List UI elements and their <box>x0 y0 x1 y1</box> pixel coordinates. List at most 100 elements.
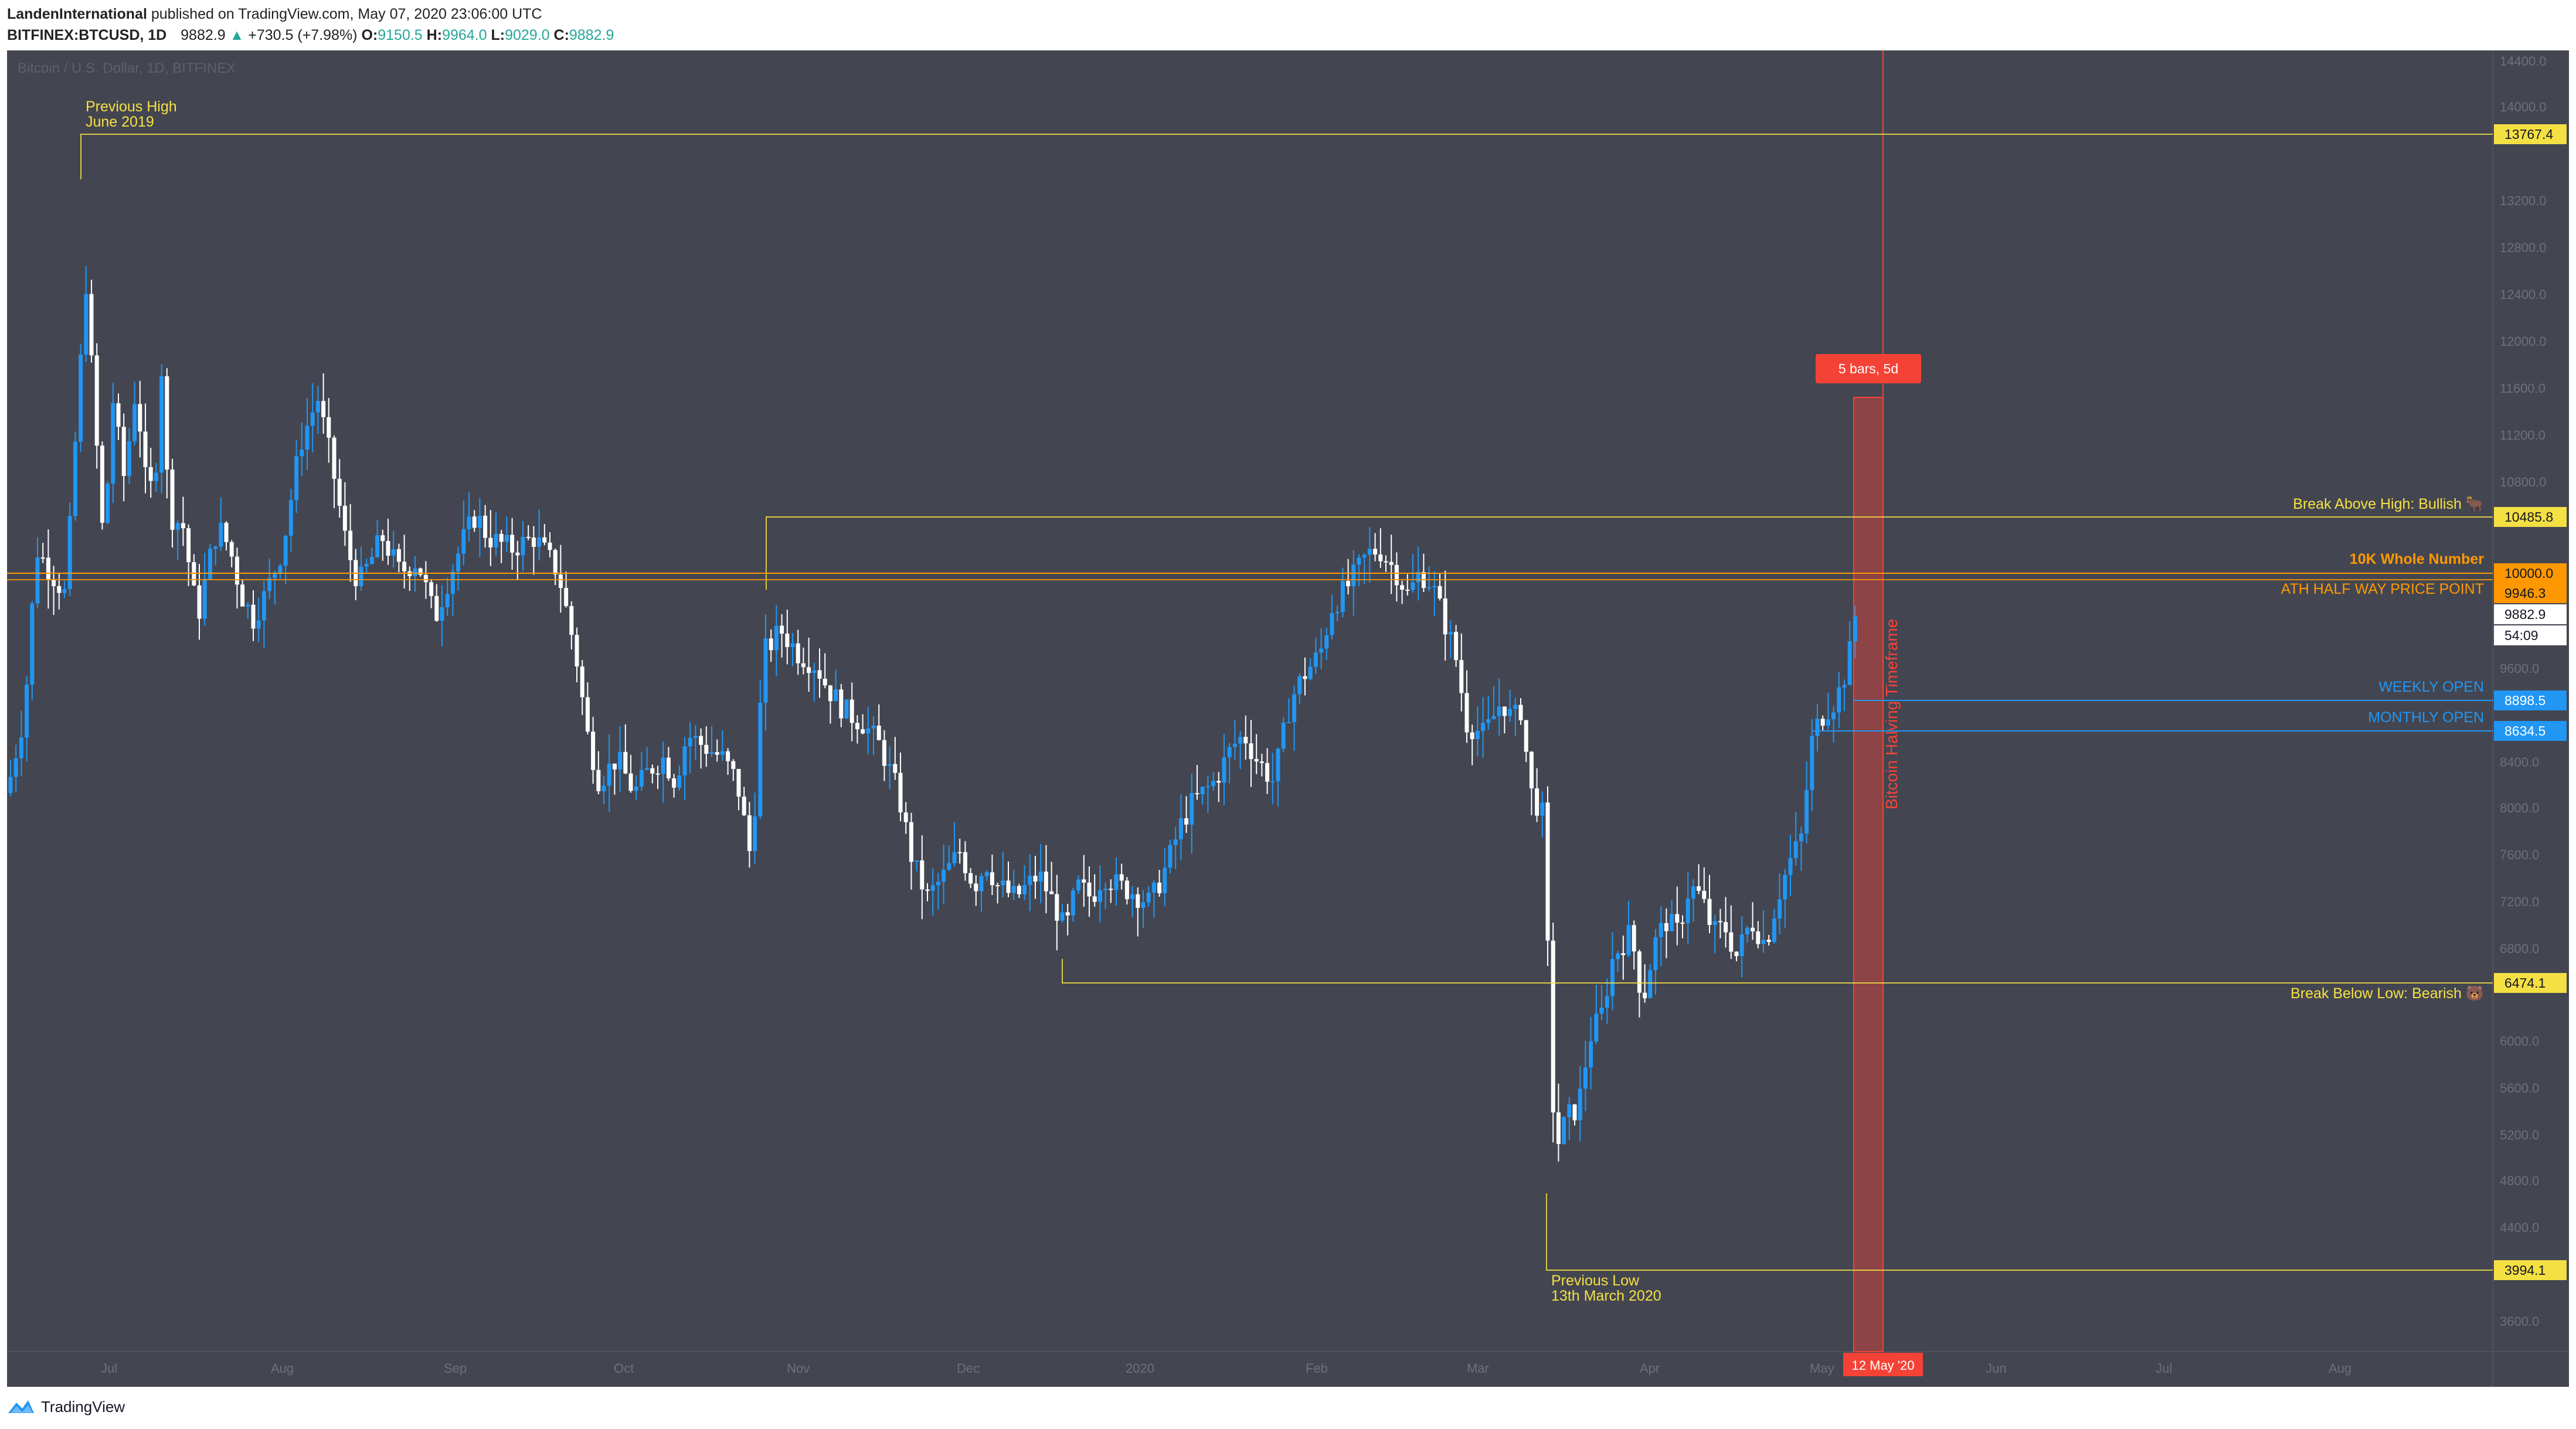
bull-candle[interactable] <box>154 472 158 481</box>
bull-candle[interactable] <box>84 294 89 355</box>
bear-candle[interactable] <box>100 445 104 523</box>
bear-candle[interactable] <box>510 535 515 553</box>
bear-candle[interactable] <box>558 574 563 588</box>
bull-candle[interactable] <box>8 777 13 793</box>
bull-candle[interactable] <box>267 578 272 591</box>
bull-candle[interactable] <box>1778 899 1782 919</box>
bear-candle[interactable] <box>1195 793 1199 795</box>
bear-candle[interactable] <box>337 478 342 506</box>
bear-candle[interactable] <box>1535 788 1540 816</box>
bear-candle[interactable] <box>1265 763 1270 782</box>
price-axis[interactable]: 14400.0 14000.0 13200.0 12800.0 12400.0 … <box>2500 54 2547 1329</box>
bull-candle[interactable] <box>1335 612 1340 614</box>
bear-candle[interactable] <box>1502 706 1507 716</box>
bear-candle[interactable] <box>704 744 709 754</box>
bull-candle[interactable] <box>915 860 919 862</box>
bear-candle[interactable] <box>974 883 978 892</box>
bull-candle[interactable] <box>79 355 83 442</box>
bull-candle[interactable] <box>1475 730 1480 739</box>
bull-candle[interactable] <box>1853 616 1857 642</box>
bull-candle[interactable] <box>1070 890 1075 916</box>
bear-candle[interactable] <box>429 582 434 596</box>
bear-candle[interactable] <box>650 768 655 774</box>
bull-candle[interactable] <box>73 441 77 516</box>
bull-candle[interactable] <box>1238 737 1243 744</box>
bear-candle[interactable] <box>849 699 854 723</box>
bull-candle[interactable] <box>1103 889 1108 890</box>
bull-candle[interactable] <box>1804 790 1809 834</box>
bull-candle[interactable] <box>1340 581 1345 613</box>
bear-candle[interactable] <box>968 873 973 884</box>
bull-candle[interactable] <box>25 684 29 738</box>
bear-candle[interactable] <box>229 542 234 557</box>
bull-candle[interactable] <box>1745 927 1749 935</box>
price-chart[interactable]: Bitcoin / U.S. Dollar, 1D, BITFINEX 1440… <box>7 50 2569 1387</box>
bull-candle[interactable] <box>1783 875 1787 900</box>
bear-candle[interactable] <box>548 542 552 550</box>
bull-candle[interactable] <box>456 553 461 572</box>
bull-candle[interactable] <box>1562 1117 1566 1144</box>
bull-candle[interactable] <box>1739 934 1744 957</box>
bull-candle[interactable] <box>1297 676 1302 695</box>
bear-candle[interactable] <box>1443 598 1447 635</box>
bear-candle[interactable] <box>1373 549 1378 555</box>
bear-candle[interactable] <box>526 536 531 538</box>
bull-candle[interactable] <box>30 603 35 685</box>
bear-candle[interactable] <box>1664 923 1668 931</box>
bear-candle[interactable] <box>1556 1112 1561 1144</box>
bear-candle[interactable] <box>1259 761 1264 763</box>
bull-candle[interactable] <box>1842 685 1847 688</box>
bear-candle[interactable] <box>57 586 62 593</box>
bear-candle[interactable] <box>1254 758 1259 762</box>
bear-candle[interactable] <box>1820 719 1825 726</box>
bull-candle[interactable] <box>1578 1088 1582 1121</box>
bear-candle[interactable] <box>909 822 913 862</box>
bull-candle[interactable] <box>1151 882 1156 893</box>
bull-candle[interactable] <box>1691 886 1695 899</box>
bear-candle[interactable] <box>1033 876 1038 882</box>
bear-candle[interactable] <box>1756 931 1761 944</box>
previous-low-line[interactable] <box>1546 1193 2493 1271</box>
bull-candle[interactable] <box>1788 858 1793 875</box>
bear-candle[interactable] <box>1572 1104 1577 1121</box>
bull-candle[interactable] <box>1481 723 1486 731</box>
bull-candle[interactable] <box>1357 557 1361 565</box>
bull-candle[interactable] <box>601 785 606 791</box>
bull-candle[interactable] <box>413 568 417 577</box>
bull-candle[interactable] <box>521 536 525 556</box>
bear-candle[interactable] <box>1378 554 1383 562</box>
bull-candle[interactable] <box>1114 874 1119 890</box>
bear-candle[interactable] <box>699 736 704 745</box>
bear-candle[interactable] <box>1729 932 1734 952</box>
bear-candle[interactable] <box>564 588 569 606</box>
bull-candle[interactable] <box>132 404 137 441</box>
bear-candle[interactable] <box>807 667 811 673</box>
bull-candle[interactable] <box>1491 716 1496 719</box>
symbol-label[interactable]: BITFINEX:BTCUSD, 1D <box>7 27 167 43</box>
bull-candle[interactable] <box>283 536 288 566</box>
bear-candle[interactable] <box>434 596 439 621</box>
bull-candle[interactable] <box>1168 845 1173 868</box>
bull-candle[interactable] <box>688 737 692 747</box>
bull-candle[interactable] <box>1567 1104 1572 1117</box>
bull-candle[interactable] <box>208 549 212 579</box>
bull-candle[interactable] <box>1712 921 1717 926</box>
bull-candle[interactable] <box>1513 705 1518 709</box>
bear-candle[interactable] <box>1049 891 1054 894</box>
time-axis[interactable]: Jul Aug Sep Oct Nov Dec 2020 Feb Mar Apr… <box>101 1361 2351 1376</box>
bear-candle[interactable] <box>1216 781 1221 783</box>
bear-candle[interactable] <box>1087 882 1092 897</box>
break-above-line[interactable] <box>766 516 2493 590</box>
bear-candle[interactable] <box>1702 890 1707 899</box>
author-name[interactable]: LandenInternational <box>7 6 147 22</box>
bear-candle[interactable] <box>1346 581 1351 587</box>
bear-candle[interactable] <box>1551 940 1555 1112</box>
bull-candle[interactable] <box>942 869 946 882</box>
bear-candle[interactable] <box>1707 899 1712 926</box>
bull-candle[interactable] <box>315 401 320 413</box>
bull-candle[interactable] <box>288 500 293 536</box>
bull-candle[interactable] <box>758 702 763 816</box>
bear-candle[interactable] <box>898 773 903 813</box>
bear-candle[interactable] <box>575 635 579 667</box>
bear-candle[interactable] <box>402 562 407 571</box>
